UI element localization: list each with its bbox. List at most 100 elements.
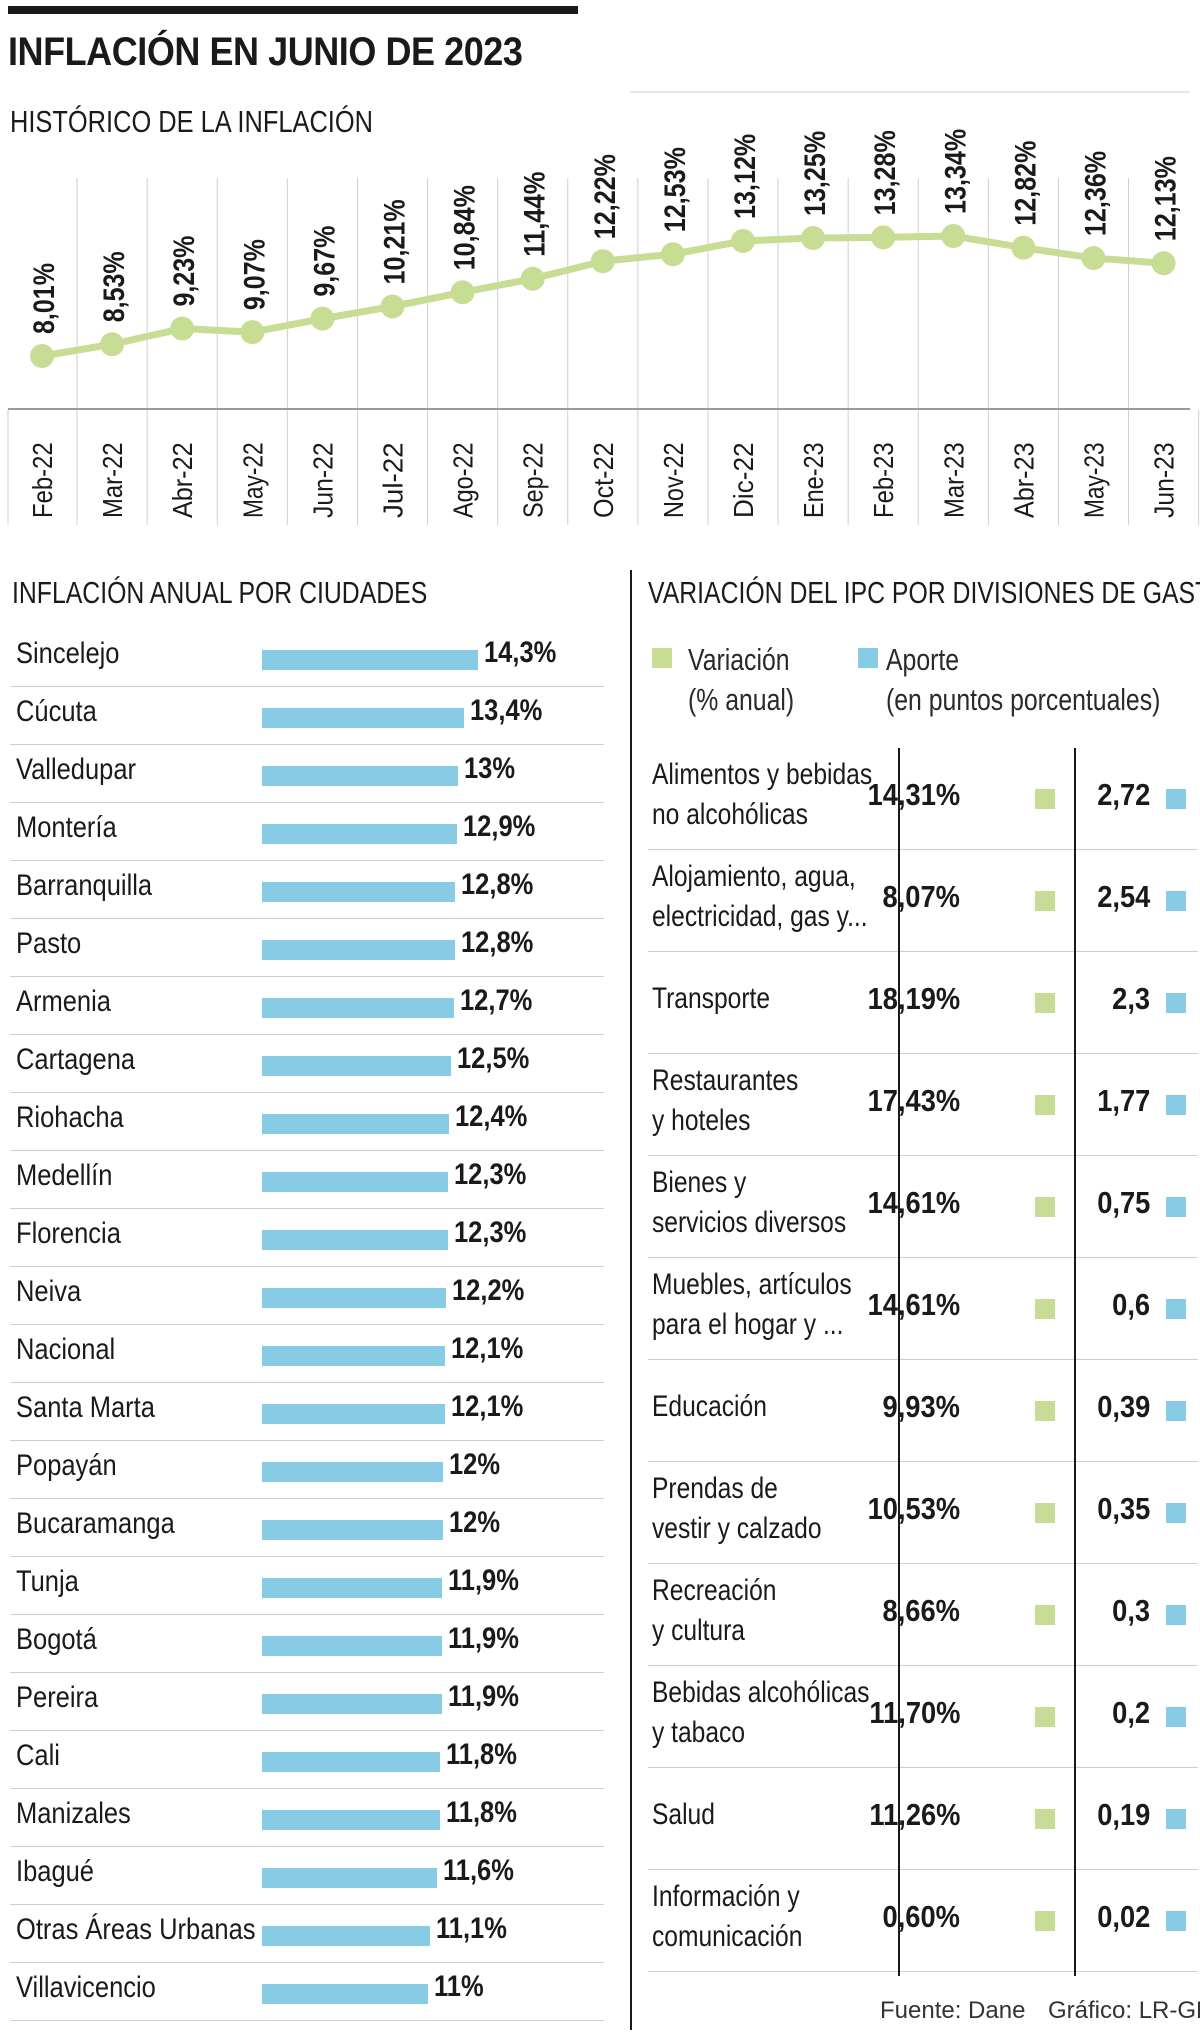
variacion-marker bbox=[1035, 1809, 1055, 1829]
ipc-division-name-line1: Información y bbox=[652, 1880, 800, 1913]
ipc-aporte-value: 0,39 bbox=[1096, 1389, 1150, 1424]
x-tick-label-feb-22: Feb-22 bbox=[27, 442, 58, 518]
data-label-mar-22: 8,53% bbox=[98, 251, 131, 322]
data-label-may-23: 12,36% bbox=[1080, 151, 1113, 236]
ipc-division-name-line2: vestir y calzado bbox=[652, 1512, 822, 1545]
ipc-row: Recreación y cultura 8,66% 0,3 bbox=[648, 1563, 1198, 1666]
city-bar bbox=[262, 1404, 445, 1424]
ipc-row: Salud 11,26% 0,19 bbox=[648, 1767, 1198, 1870]
city-row: Otras Áreas Urbanas 11,1% bbox=[10, 1904, 604, 1963]
variacion-marker bbox=[1035, 789, 1055, 809]
city-row: Pereira 11,9% bbox=[10, 1672, 604, 1731]
city-value-label: 13,4% bbox=[470, 694, 543, 727]
ipc-division-name-line1: Muebles, artículos bbox=[652, 1268, 852, 1301]
ipc-row: Bienes y servicios diversos 14,61% 0,75 bbox=[648, 1155, 1198, 1258]
city-value-label: 12,9% bbox=[462, 810, 536, 843]
variacion-marker bbox=[1035, 1911, 1055, 1931]
aporte-marker bbox=[1166, 1503, 1186, 1523]
source-label: Fuente: Dane bbox=[880, 1997, 1026, 2024]
city-name: Tunja bbox=[16, 1565, 79, 1598]
variacion-marker bbox=[1035, 993, 1055, 1013]
city-row: Cúcuta 13,4% bbox=[10, 686, 604, 745]
city-name: Nacional bbox=[16, 1333, 116, 1366]
x-tick-label-jul-22: Jul-22 bbox=[378, 442, 409, 518]
data-label-jun-22: 9,67% bbox=[308, 226, 341, 297]
data-point-ene-23 bbox=[801, 226, 826, 251]
x-tick-label-abr-23: Abr-23 bbox=[1008, 442, 1039, 518]
variacion-marker bbox=[1035, 1095, 1055, 1115]
city-row: Ibagué 11,6% bbox=[10, 1846, 604, 1905]
ipc-division-name: Prendas de vestir y calzado bbox=[652, 1469, 890, 1549]
city-name: Medellín bbox=[16, 1159, 113, 1192]
city-row: Valledupar 13% bbox=[10, 744, 604, 803]
ipc-variacion-value: 0,60% bbox=[882, 1899, 960, 1934]
aporte-marker bbox=[1166, 1401, 1186, 1421]
city-name: Villavicencio bbox=[16, 1971, 156, 2004]
city-bar bbox=[262, 1636, 442, 1656]
ipc-variacion-value: 10,53% bbox=[867, 1491, 960, 1526]
ipc-aporte-value: 2,3 bbox=[1112, 981, 1150, 1016]
city-value-label: 11,9% bbox=[447, 1564, 519, 1597]
city-name: Cali bbox=[16, 1739, 60, 1772]
city-name: Otras Áreas Urbanas bbox=[16, 1913, 256, 1946]
ipc-row: Restaurantes y hoteles 17,43% 1,77 bbox=[648, 1053, 1198, 1156]
aporte-marker bbox=[1166, 1911, 1186, 1931]
city-name: Popayán bbox=[16, 1449, 117, 1482]
page-title: INFLACIÓN EN JUNIO DE 2023 bbox=[8, 30, 523, 74]
city-bar bbox=[262, 1288, 447, 1308]
ipc-division-name-line2: y tabaco bbox=[652, 1716, 746, 1749]
data-label-may-22: 9,07% bbox=[238, 239, 271, 310]
x-tick-label-ago-22: Ago-22 bbox=[448, 442, 479, 518]
city-name: Sincelejo bbox=[16, 637, 120, 670]
ipc-division-name-line1: Alojamiento, agua, bbox=[652, 860, 856, 893]
data-label-abr-23: 12,82% bbox=[1009, 141, 1042, 226]
data-point-ago-22 bbox=[450, 280, 475, 305]
city-value-label: 11,8% bbox=[446, 1738, 518, 1771]
city-name: Santa Marta bbox=[16, 1391, 155, 1424]
data-label-jun-23: 12,13% bbox=[1150, 156, 1183, 241]
ipc-variacion-value: 8,07% bbox=[882, 879, 960, 914]
ipc-aporte-value: 0,02 bbox=[1096, 1899, 1150, 1934]
variacion-marker bbox=[1035, 1299, 1055, 1319]
ipc-aporte-value: 0,35 bbox=[1096, 1491, 1150, 1526]
city-value-label: 12,3% bbox=[453, 1216, 527, 1249]
ipc-row: Muebles, artículos para el hogar y ... 14,… bbox=[648, 1257, 1198, 1360]
x-tick-label-jun-23: Jun-23 bbox=[1149, 442, 1180, 518]
data-point-abr-23 bbox=[1011, 235, 1036, 260]
ipc-division-name: Muebles, artículos para el hogar y ... bbox=[652, 1265, 890, 1345]
city-bar bbox=[262, 1114, 450, 1134]
column-divider bbox=[630, 570, 632, 2030]
aporte-marker bbox=[1166, 1809, 1186, 1829]
data-label-oct-22: 12,22% bbox=[589, 154, 622, 239]
ipc-division-name-line1: Alimentos y bebidas bbox=[652, 758, 873, 791]
city-value-label: 11% bbox=[434, 1970, 484, 2003]
city-row: Medellín 12,3% bbox=[10, 1150, 604, 1209]
ipc-division-name: Alimentos y bebidas no alcohólicas bbox=[652, 755, 890, 835]
city-row: Nacional 12,1% bbox=[10, 1324, 604, 1383]
city-bar bbox=[262, 1230, 448, 1250]
ipc-aporte-value: 0,2 bbox=[1112, 1695, 1150, 1730]
city-bar bbox=[262, 708, 465, 728]
city-value-label: 12,4% bbox=[455, 1100, 528, 1133]
city-row: Bogotá 11,9% bbox=[10, 1614, 604, 1673]
city-value-label: 12,8% bbox=[461, 926, 534, 959]
ipc-division-name-line2: y hoteles bbox=[652, 1104, 751, 1137]
variacion-marker bbox=[1035, 1401, 1055, 1421]
x-tick-label-ene-23: Ene-23 bbox=[798, 442, 829, 518]
top-rule bbox=[8, 6, 578, 14]
ipc-division-name-line1: Restaurantes bbox=[652, 1064, 799, 1097]
city-bar bbox=[262, 1520, 444, 1540]
city-value-label: 11,8% bbox=[446, 1796, 518, 1829]
city-row: Manizales 11,8% bbox=[10, 1788, 604, 1847]
city-bar bbox=[262, 824, 457, 844]
city-bar bbox=[262, 1984, 429, 2004]
city-bar bbox=[262, 1172, 448, 1192]
city-name: Armenia bbox=[16, 985, 111, 1018]
aporte-marker bbox=[1166, 1605, 1186, 1625]
ipc-variacion-value: 11,70% bbox=[868, 1695, 960, 1730]
data-label-nov-22: 12,53% bbox=[659, 147, 692, 232]
city-row: Montería 12,9% bbox=[10, 802, 604, 861]
city-value-label: 12,1% bbox=[450, 1390, 524, 1423]
city-value-label: 12,1% bbox=[450, 1332, 524, 1365]
data-label-feb-23: 13,28% bbox=[869, 130, 902, 215]
